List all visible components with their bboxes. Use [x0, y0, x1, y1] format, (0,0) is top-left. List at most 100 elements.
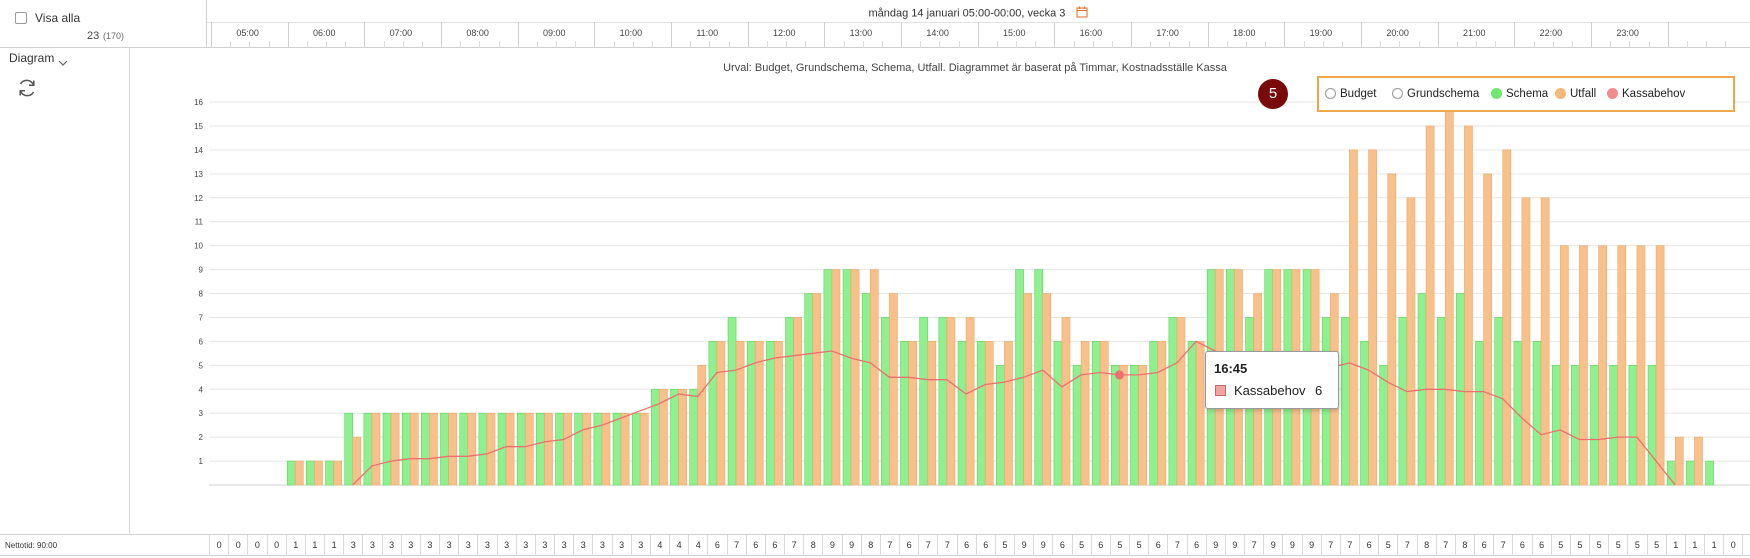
- hour-label: 23:00: [1616, 28, 1639, 38]
- toolbar-left: Visa alla 23 (170): [0, 0, 207, 48]
- schema-bar: [440, 412, 449, 486]
- schema-bar: [286, 460, 296, 486]
- show-all-checkbox[interactable]: [15, 12, 27, 24]
- footer-value-cell: 9: [1282, 535, 1301, 556]
- quarter-tick: [613, 41, 615, 48]
- schema-bar: [1091, 341, 1101, 486]
- schema-bar: [344, 412, 354, 486]
- utfall-bar: [1061, 317, 1071, 486]
- schema-bar: [421, 412, 430, 486]
- footer-value-cell: 6: [1359, 535, 1378, 556]
- utfall-bar: [984, 341, 994, 486]
- hour-label: 12:00: [773, 28, 796, 38]
- legend-swatch: [1607, 88, 1618, 99]
- footer-value-cell: 3: [592, 535, 611, 556]
- footer-value-cell: 9: [1263, 535, 1282, 556]
- utfall-bar: [1368, 149, 1377, 486]
- footer-value-cell: 7: [1320, 535, 1340, 556]
- utfall-bar: [1157, 341, 1167, 486]
- footer-value-cell: 4: [649, 535, 669, 556]
- utfall-bar: [1674, 436, 1684, 486]
- timeline-header: måndag 14 januari 05:00-00:00, vecka 3 0…: [207, 0, 1750, 48]
- hour-divider: [1284, 22, 1286, 48]
- quarter-tick: [230, 41, 232, 48]
- tooltip-series: Kassabehov: [1234, 383, 1306, 398]
- utfall-bar: [582, 412, 592, 486]
- footer-value-cell: 6: [1531, 535, 1551, 556]
- schema-bar: [1187, 341, 1197, 486]
- hour-label: 18:00: [1233, 28, 1256, 38]
- legend-item[interactable]: Schema: [1491, 88, 1548, 100]
- schema-bar: [574, 412, 584, 486]
- quarter-tick: [1725, 41, 1727, 48]
- hour-divider: [747, 22, 749, 48]
- utfall-bar: [889, 293, 898, 486]
- hour-divider: [517, 22, 519, 48]
- footer-value-cell: 3: [362, 535, 381, 556]
- utfall-bar: [1464, 125, 1473, 486]
- y-tick-label: 9: [199, 266, 204, 275]
- utfall-bar: [716, 341, 726, 486]
- hour-divider: [211, 22, 212, 48]
- footer-value-cell: 6: [707, 535, 726, 556]
- quarter-tick: [1476, 41, 1477, 48]
- utfall-bar: [1502, 149, 1512, 486]
- utfall-bar: [1023, 293, 1032, 486]
- schema-bar: [612, 412, 622, 486]
- quarter-tick: [843, 41, 845, 48]
- show-all-label[interactable]: Visa alla: [35, 11, 81, 25]
- footer-value-cell: 8: [860, 535, 880, 556]
- footer-value-cell: 5: [1569, 535, 1589, 556]
- utfall-bar: [563, 412, 572, 486]
- calendar-icon[interactable]: [1076, 6, 1089, 21]
- refresh-icon[interactable]: [16, 77, 38, 104]
- schema-bar: [823, 269, 833, 486]
- schema-bar: [919, 317, 929, 486]
- utfall-bar: [1349, 149, 1358, 486]
- kassabehov-highlight-point: [1114, 370, 1124, 380]
- utfall-bar: [1119, 365, 1128, 486]
- schema-bar: [689, 388, 699, 486]
- y-tick-label: 13: [194, 170, 203, 179]
- schema-bar: [593, 412, 603, 486]
- utfall-bar: [869, 269, 879, 486]
- utfall-bar: [352, 436, 362, 486]
- utfall-bar: [390, 412, 400, 486]
- hour-label: 11:00: [696, 28, 719, 38]
- quarter-tick: [383, 41, 385, 48]
- chevron-down-icon[interactable]: [58, 54, 68, 72]
- legend-item[interactable]: Budget: [1325, 88, 1376, 100]
- hour-divider: [287, 22, 289, 48]
- schema-bar: [1130, 365, 1139, 486]
- footer-value-cell: 4: [669, 535, 688, 556]
- y-tick-label: 16: [194, 98, 203, 107]
- schema-bar: [1436, 317, 1446, 486]
- schema-bar: [727, 317, 737, 486]
- schema-bar: [1149, 341, 1159, 486]
- legend-label: Utfall: [1570, 88, 1597, 100]
- footer-value-cell: 3: [381, 535, 401, 556]
- legend-item[interactable]: Grundschema: [1392, 88, 1479, 100]
- quarter-tick: [920, 41, 922, 48]
- schema-bar: [1686, 460, 1695, 486]
- quarter-tick: [1706, 41, 1707, 48]
- utfall-bar: [965, 317, 975, 486]
- schema-bar: [785, 317, 794, 486]
- legend-item[interactable]: Kassabehov: [1607, 88, 1685, 100]
- schema-bar: [478, 412, 488, 486]
- utfall-bar: [505, 412, 515, 486]
- view-selector-label[interactable]: Diagram: [9, 51, 55, 65]
- utfall-bar: [1099, 341, 1109, 486]
- footer-value-cell: 0: [266, 535, 286, 556]
- footer-value-cell: 3: [419, 535, 439, 556]
- footer-value-cell: 0: [209, 535, 228, 556]
- quarter-tick: [479, 41, 481, 48]
- quarter-tick: [632, 41, 634, 48]
- footer-value-cell: 6: [1474, 535, 1493, 556]
- footer-value-cell: 5: [1589, 535, 1608, 556]
- quarter-tick: [536, 41, 538, 48]
- schema-bar: [516, 412, 526, 486]
- utfall-bar: [486, 412, 496, 486]
- legend-item[interactable]: Utfall: [1555, 88, 1596, 100]
- schema-bar: [861, 293, 871, 486]
